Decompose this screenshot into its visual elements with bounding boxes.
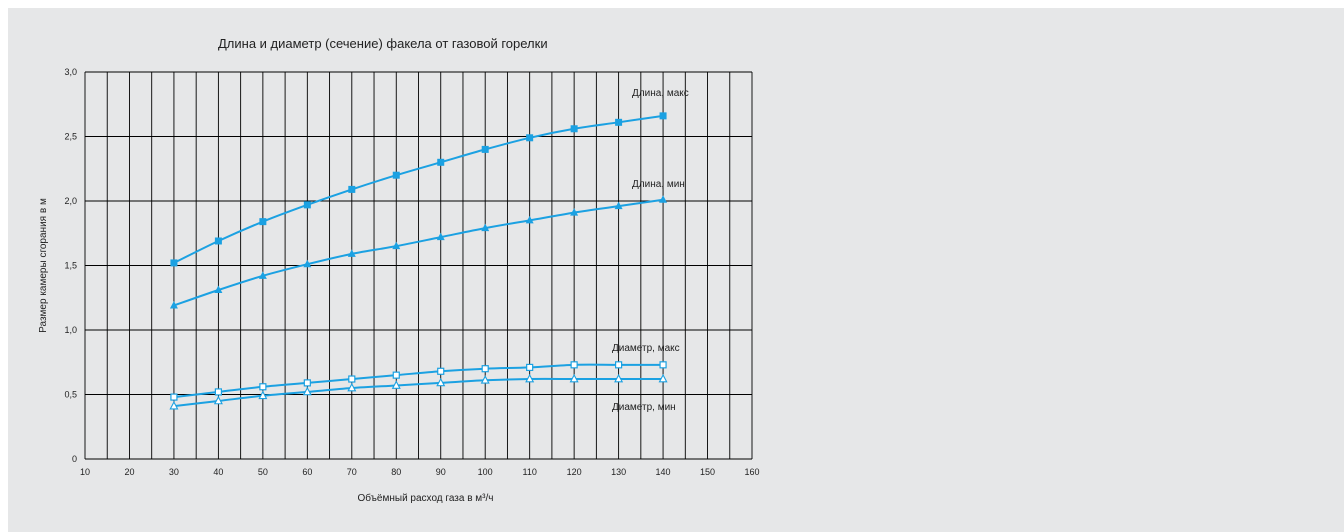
series-line (173, 198, 664, 307)
x-tick-label: 60 (302, 467, 312, 477)
data-point-square (392, 171, 400, 179)
data-point-square-open (259, 383, 267, 391)
data-point-square (526, 134, 534, 142)
data-point-triangle-open (525, 373, 535, 383)
x-tick-label: 70 (347, 467, 357, 477)
data-point-triangle (214, 285, 223, 294)
y-axis-label: Размер камеры сгорания в м (38, 198, 49, 333)
x-tick-label: 30 (169, 467, 179, 477)
y-tick-label: 2,0 (64, 196, 77, 206)
x-tick-label: 80 (391, 467, 401, 477)
data-point-square-open (214, 388, 222, 396)
data-point-triangle (436, 232, 445, 241)
data-point-square-open (570, 361, 578, 369)
data-point-triangle (392, 241, 401, 250)
chart-panel (8, 8, 1344, 532)
data-point-triangle (347, 249, 356, 257)
data-point-triangle-open (569, 373, 579, 383)
data-point-square-open (437, 367, 445, 375)
data-point-triangle (614, 201, 623, 210)
data-point-square-open (170, 393, 178, 401)
x-tick-label: 20 (124, 467, 134, 477)
data-point-triangle (258, 271, 267, 279)
x-axis-label: Объёмный расход газа в м³/ч (358, 492, 494, 504)
data-point-triangle-open (302, 386, 312, 396)
data-point-square (481, 145, 489, 153)
data-point-square (659, 112, 667, 120)
x-tick-label: 120 (567, 467, 582, 477)
series-label: Диаметр, макс (612, 343, 680, 354)
data-point-square-open (659, 361, 667, 369)
x-tick-label: 40 (213, 467, 223, 477)
y-tick-label: 0 (72, 454, 77, 464)
x-tick-label: 140 (656, 467, 671, 477)
y-tick-label: 0,5 (64, 390, 77, 400)
data-point-square-open (303, 379, 311, 387)
data-point-triangle (570, 208, 579, 216)
data-point-square (348, 185, 356, 193)
data-point-triangle-open (258, 390, 268, 400)
series-label: Длина, макс (632, 88, 689, 99)
x-tick-label: 50 (258, 467, 268, 477)
data-point-triangle (303, 259, 312, 268)
data-point-triangle-open (658, 373, 668, 383)
x-tick-label: 10 (80, 467, 90, 477)
data-point-triangle-open (480, 375, 490, 384)
tick-labels: 10 20 30 40 50 60 70 80 90 100 110 120 130 140 150 160 0… (64, 67, 759, 477)
data-point-square (615, 118, 623, 126)
data-point-square (170, 259, 178, 267)
data-point-triangle-open (169, 400, 179, 410)
data-point-square-open (392, 371, 400, 379)
series-labels: Длина, макс Длина, мин Диаметр, макс Диамет… (612, 88, 689, 413)
y-tick-label: 1,0 (64, 325, 77, 335)
y-tick-label: 3,0 (64, 67, 77, 77)
data-point-square-open (614, 361, 623, 369)
x-tick-label: 160 (744, 467, 759, 477)
x-tick-label: 130 (611, 467, 626, 477)
data-point-triangle-open (391, 380, 401, 389)
series-line (173, 377, 664, 408)
y-tick-label: 1,5 (64, 261, 77, 271)
data-point-triangle (659, 195, 668, 203)
data-point-square (214, 237, 222, 245)
chart-title: Длина и диаметр (сечение) факела от газо… (218, 36, 548, 51)
series-line (173, 363, 664, 399)
data-point-triangle-open (213, 395, 223, 405)
data-point-square (259, 218, 267, 226)
data-point-square-open (348, 375, 356, 383)
grid (84, 71, 753, 460)
x-tick-label: 100 (478, 467, 493, 477)
data-point-square (437, 158, 445, 166)
series-line (173, 114, 664, 264)
data-point-triangle (169, 300, 178, 309)
data-point-square (570, 125, 578, 133)
series-label: Диаметр, мин (612, 402, 676, 413)
data-point-square (303, 201, 311, 209)
data-point-square-open (481, 365, 489, 373)
data-point-triangle-open (436, 377, 446, 387)
data-point-triangle (481, 223, 490, 232)
data-point-triangle-open (614, 373, 624, 383)
y-tick-label: 2,5 (64, 132, 77, 142)
series-label: Длина, мин (632, 179, 685, 190)
data-point-square-open (526, 363, 534, 372)
data-point-triangle-open (347, 382, 357, 392)
data-point-triangle (525, 215, 534, 224)
series-layer (169, 112, 668, 410)
x-tick-label: 110 (522, 467, 536, 477)
x-tick-label: 150 (700, 467, 715, 477)
x-tick-label: 90 (436, 467, 446, 477)
